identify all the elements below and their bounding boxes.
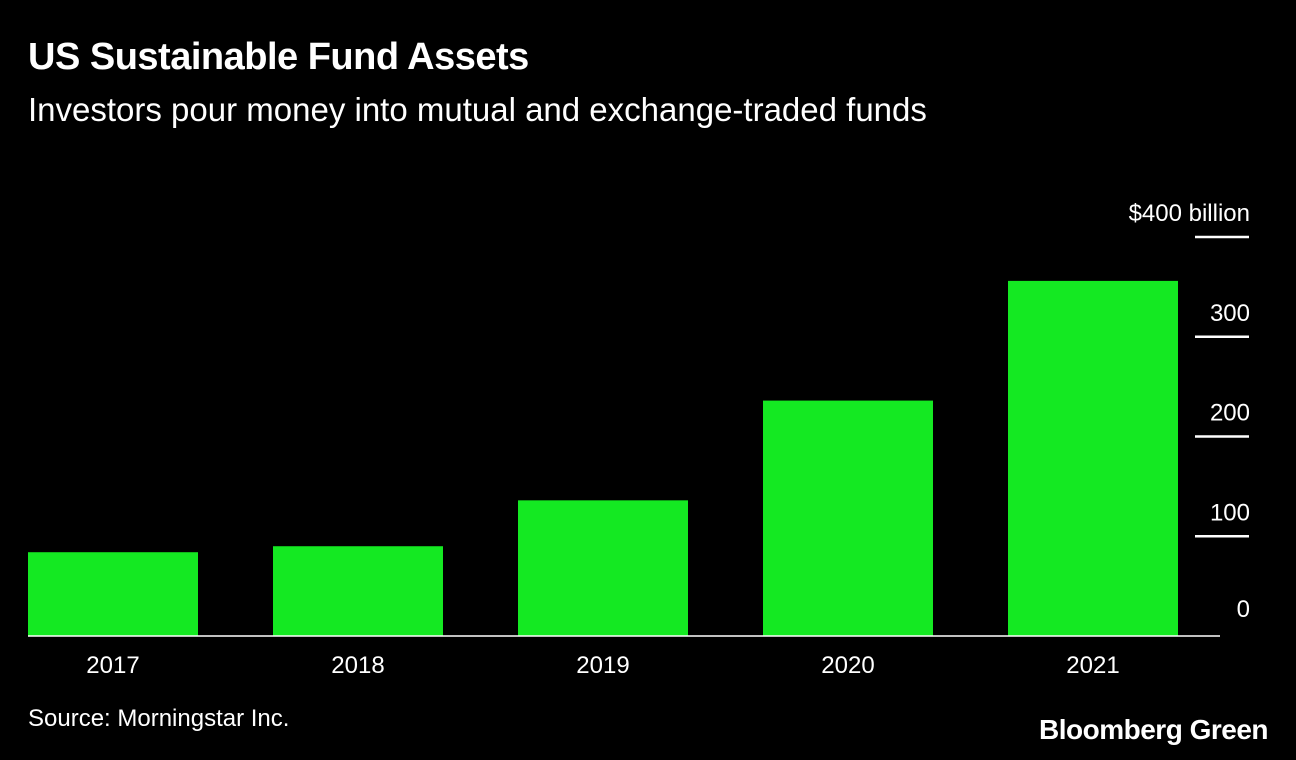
brand-logo: Bloomberg Green — [1039, 714, 1268, 745]
x-axis: 2017 2018 2019 2020 2021 — [28, 635, 1220, 679]
bar-2019 — [518, 500, 688, 636]
bars-group — [28, 280, 1178, 636]
x-tick-label-2018: 2018 — [331, 652, 384, 679]
x-tick-label-2020: 2020 — [821, 652, 874, 679]
x-tick-label-2019: 2019 — [576, 652, 629, 679]
bar-2021 — [1008, 280, 1178, 636]
y-tick-label-400: $400 billion — [1129, 200, 1250, 227]
bar-2018 — [273, 546, 443, 636]
y-tick-label-200: 200 — [1210, 400, 1250, 427]
y-tick-label-300: 300 — [1210, 300, 1250, 327]
bar-2017 — [28, 552, 198, 636]
chart-subtitle: Investors pour money into mutual and exc… — [28, 91, 927, 128]
x-tick-label-2017: 2017 — [86, 652, 139, 679]
x-tick-label-2021: 2021 — [1066, 652, 1119, 679]
source-note: Source: Morningstar Inc. — [28, 705, 290, 732]
bar-2020 — [763, 400, 933, 636]
chart-title: US Sustainable Fund Assets — [28, 36, 529, 78]
y-tick-label-100: 100 — [1210, 499, 1250, 526]
y-axis: 0 100 200 300 $400 billion — [1129, 200, 1250, 623]
y-tick-label-0: 0 — [1237, 596, 1250, 623]
